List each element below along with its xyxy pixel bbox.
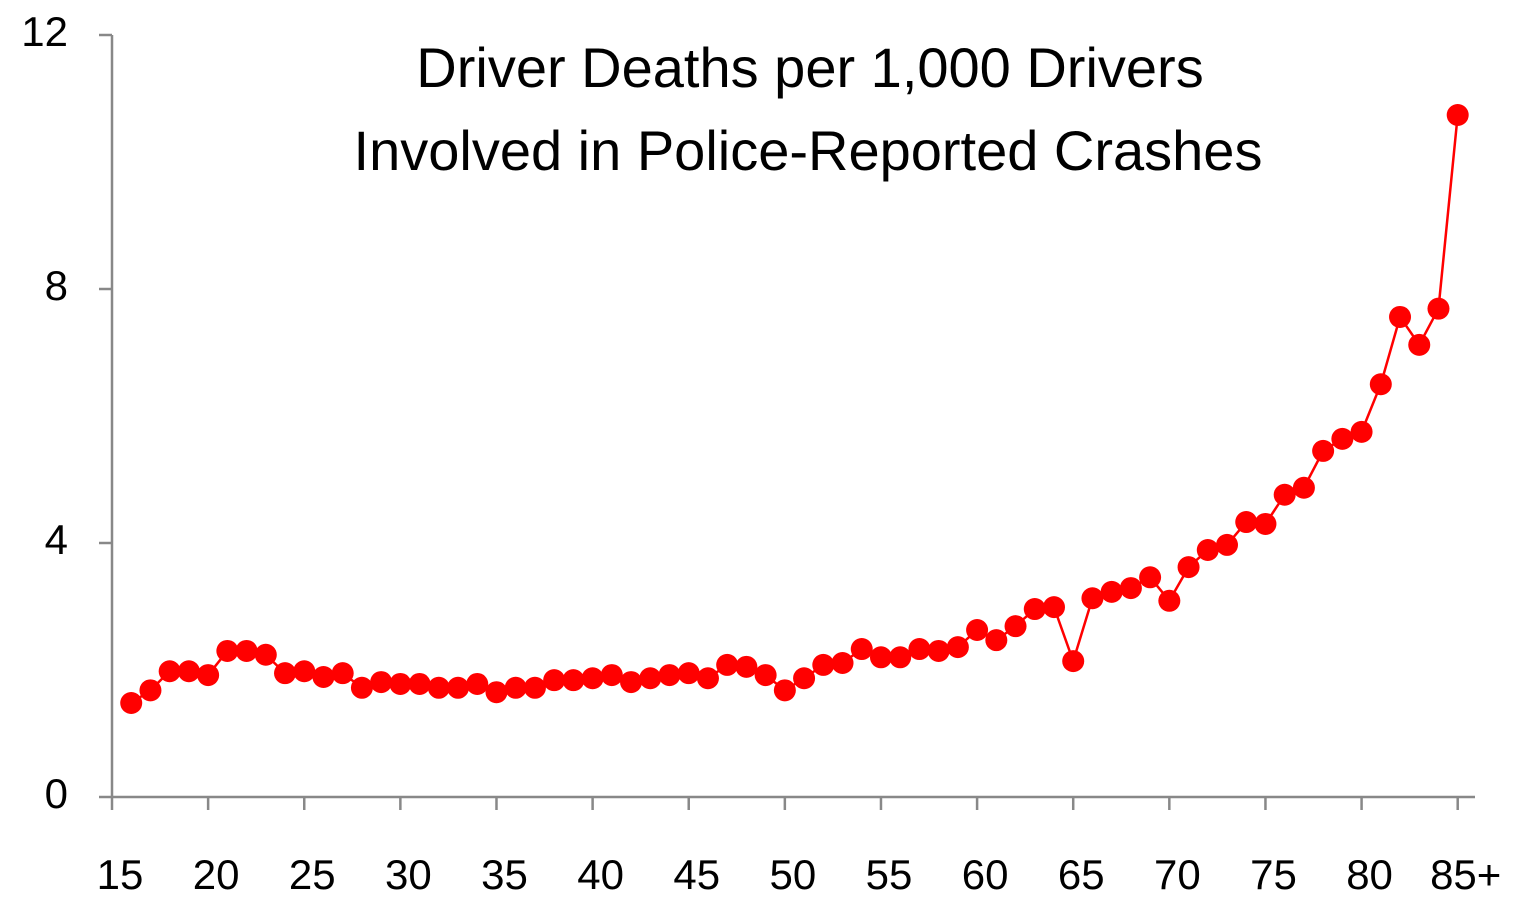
data-point [1273, 483, 1296, 506]
data-point [408, 672, 431, 695]
data-point [946, 636, 969, 659]
data-point [869, 646, 892, 669]
data-point [620, 671, 643, 694]
y-tick-label: 4 [45, 516, 68, 563]
data-point [1062, 650, 1085, 673]
x-tick-label: 65 [1058, 851, 1105, 898]
data-point [1158, 589, 1181, 612]
data-point [908, 638, 931, 661]
data-point [1023, 598, 1046, 621]
data-point [1292, 476, 1315, 499]
data-point [812, 653, 835, 676]
data-point [1408, 333, 1431, 356]
x-tick-label: 70 [1154, 851, 1201, 898]
data-point [562, 669, 585, 692]
data-point [274, 662, 297, 685]
data-point [1042, 596, 1065, 619]
data-point [1177, 556, 1200, 579]
data-point [735, 655, 758, 678]
data-point [177, 660, 200, 683]
data-point [927, 639, 950, 662]
data-point [1427, 297, 1450, 320]
y-tick-label: 8 [45, 262, 68, 309]
data-point [677, 662, 700, 685]
x-tick-label: 25 [289, 851, 336, 898]
data-point [485, 681, 508, 704]
data-point [1389, 305, 1412, 328]
data-point [1350, 420, 1373, 443]
data-point [754, 664, 777, 687]
y-tick-label: 12 [21, 8, 68, 55]
data-point [158, 660, 181, 683]
x-tick-label: 85+ [1430, 851, 1501, 898]
x-tick-label: 50 [769, 851, 816, 898]
chart-title: Involved in Police-Reported Crashes [354, 119, 1263, 182]
data-point [466, 672, 489, 695]
data-point [427, 676, 450, 699]
data-point [850, 638, 873, 661]
data-point [889, 646, 912, 669]
data-point [1216, 533, 1239, 556]
data-point [331, 662, 354, 685]
data-point [658, 664, 681, 687]
chart-title: Driver Deaths per 1,000 Drivers [416, 36, 1203, 99]
data-line [130, 114, 1459, 705]
data-point [1139, 566, 1162, 589]
data-point [985, 629, 1008, 652]
x-tick-label: 30 [385, 851, 432, 898]
x-tick-label: 80 [1346, 851, 1393, 898]
data-point [1196, 538, 1219, 561]
data-point [197, 664, 220, 687]
data-point [523, 676, 546, 699]
data-point [350, 676, 373, 699]
data-point [543, 669, 566, 692]
data-point [504, 676, 527, 699]
x-tick-label: 60 [962, 851, 1009, 898]
data-point [1119, 577, 1142, 600]
x-tick-label: 45 [673, 851, 720, 898]
x-tick-label: 75 [1250, 851, 1297, 898]
data-point [216, 639, 239, 662]
x-tick-label: 15 [97, 851, 144, 898]
y-tick-label: 0 [45, 770, 68, 817]
data-point [1312, 439, 1335, 462]
data-point [600, 664, 623, 687]
data-point [1254, 512, 1277, 535]
data-point [716, 653, 739, 676]
data-point [293, 660, 316, 683]
data-point [139, 679, 162, 702]
data-point [1331, 427, 1354, 450]
data-point [235, 639, 258, 662]
data-point [447, 676, 470, 699]
data-point [254, 643, 277, 666]
x-tick-label: 35 [481, 851, 528, 898]
data-point [966, 618, 989, 641]
x-tick-label: 40 [577, 851, 624, 898]
data-point [696, 667, 719, 690]
data-point [389, 672, 412, 695]
data-point [312, 665, 335, 688]
data-point [1081, 587, 1104, 610]
data-point [793, 667, 816, 690]
data-point [120, 692, 143, 715]
x-tick-label: 20 [193, 851, 240, 898]
data-point [1235, 511, 1258, 534]
x-tick-label: 55 [866, 851, 913, 898]
data-point [581, 667, 604, 690]
data-point [370, 671, 393, 694]
data-point [1369, 373, 1392, 396]
data-point [831, 652, 854, 675]
data-point [1100, 580, 1123, 603]
data-point [1446, 104, 1469, 127]
data-point [773, 679, 796, 702]
data-point [1004, 615, 1027, 638]
data-point [639, 667, 662, 690]
